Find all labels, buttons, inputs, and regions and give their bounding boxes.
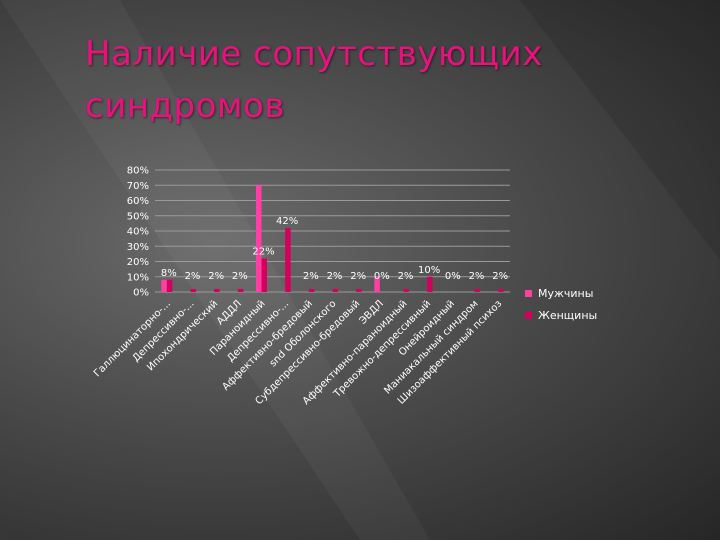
- y-tick-label: 30%: [127, 242, 149, 253]
- data-label: 0%: [445, 271, 461, 282]
- y-tick-label: 0%: [133, 288, 149, 299]
- y-axis-ticks: 0% 10% 20% 30% 40% 50% 60% 70% 80%: [127, 166, 149, 299]
- bar-women: [190, 288, 196, 292]
- bar-women: [214, 288, 220, 292]
- bar-women: [166, 279, 173, 292]
- data-label: 2%: [350, 271, 366, 282]
- y-tick-label: 80%: [127, 166, 149, 177]
- bar-women: [261, 258, 267, 292]
- bar-women: [308, 288, 315, 292]
- bar-women: [285, 227, 291, 292]
- data-label: 10%: [418, 265, 440, 276]
- data-label: 2%: [398, 271, 414, 282]
- data-label: 0%: [374, 271, 390, 282]
- bar-men: [256, 185, 262, 292]
- bar-women: [237, 288, 244, 292]
- data-label: 8%: [161, 268, 177, 279]
- x-axis-labels: Галлюцинаторно-...Депрессивно-...Ипохонд…: [92, 298, 504, 407]
- background-light-streak: [0, 0, 430, 540]
- data-label: 2%: [327, 271, 343, 282]
- data-label: 2%: [185, 271, 201, 282]
- chart-bars: [161, 185, 504, 292]
- y-tick-label: 40%: [127, 227, 149, 238]
- bar-women: [356, 288, 362, 292]
- data-label: 2%: [469, 271, 485, 282]
- bar-men: [161, 279, 167, 292]
- data-label: 2%: [208, 271, 224, 282]
- legend-item-men: Мужчины: [525, 282, 597, 304]
- y-tick-label: 60%: [127, 196, 149, 207]
- legend-label-women: Женщины: [538, 308, 598, 322]
- data-label: 2%: [492, 271, 508, 282]
- legend-item-women: Женщины: [525, 304, 597, 326]
- bar-women: [474, 288, 480, 292]
- bar-women: [332, 288, 338, 292]
- y-tick-label: 10%: [127, 272, 149, 283]
- background-shadow-streak: [520, 0, 720, 260]
- data-labels: 8% 2% 2% 2% 22% 42% 2% 2% 2% 0% 2% 10% 0% 2% 2%: [161, 216, 508, 282]
- legend-label-men: Мужчины: [538, 286, 594, 300]
- y-tick-label: 20%: [127, 257, 149, 268]
- y-tick-label: 50%: [127, 211, 149, 222]
- slide-title: Наличие сопутствующих синдромов: [85, 34, 543, 126]
- data-label: 22%: [252, 246, 274, 257]
- legend-swatch-men: [525, 289, 532, 297]
- bar-women: [498, 288, 504, 292]
- chart-legend: Мужчины Женщины: [525, 282, 597, 326]
- data-label: 42%: [276, 216, 298, 227]
- chart-grid: [155, 169, 510, 293]
- data-label: 2%: [232, 271, 248, 282]
- legend-swatch-women: [525, 311, 532, 319]
- data-label: 2%: [303, 271, 319, 282]
- bar-women: [427, 276, 433, 292]
- y-tick-label: 70%: [127, 181, 149, 192]
- bar-men: [374, 276, 380, 292]
- bar-women: [403, 288, 409, 292]
